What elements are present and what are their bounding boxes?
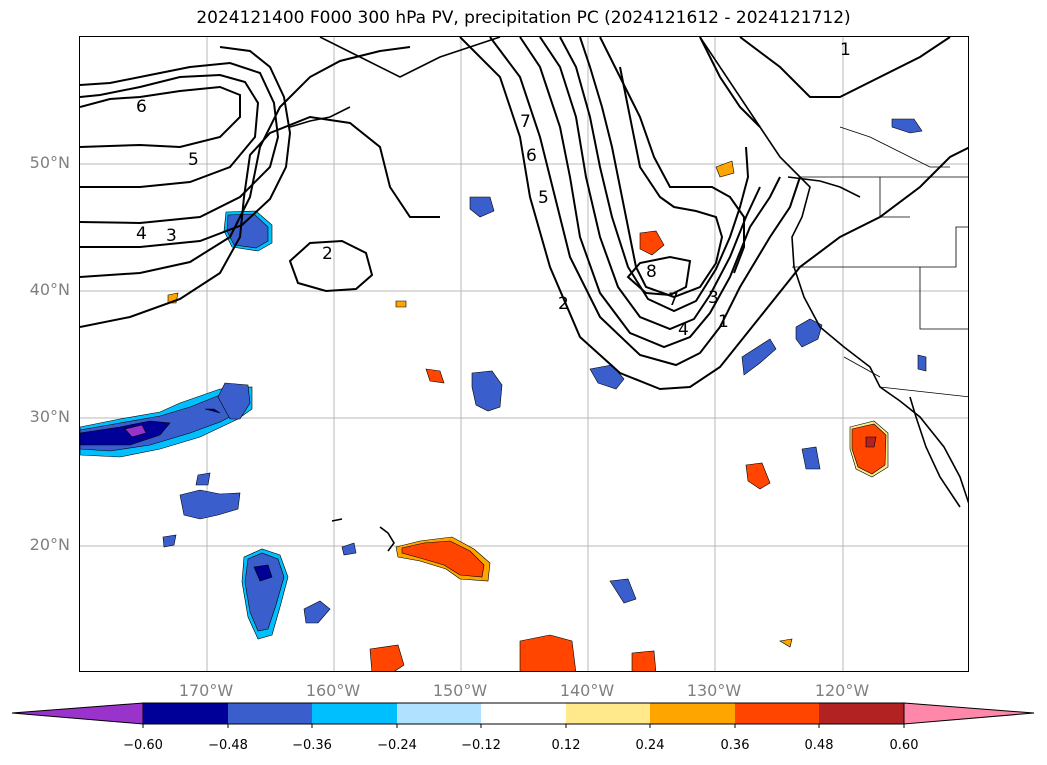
colorbar-ticks	[142, 724, 905, 728]
colorbar-swatch	[566, 703, 650, 724]
gridlines	[80, 37, 968, 671]
lon-label-120w: 120°W	[814, 681, 870, 700]
lon-label-150w: 150°W	[432, 681, 488, 700]
colorbar-swatch	[650, 703, 735, 724]
contour-label: 3	[166, 226, 177, 246]
colorbar-tick-label: 0.12	[551, 738, 581, 753]
colorbar-swatch	[481, 703, 566, 724]
colorbar	[11, 702, 1035, 728]
map-canvas: 6 5 4 3 2 7 6 5 2 8 7 3 4 1 1	[80, 37, 968, 671]
contour-label: 4	[678, 320, 689, 340]
colorbar-swatch	[397, 703, 481, 724]
contour-label: 8	[646, 262, 657, 282]
colorbar-swatch	[312, 703, 397, 724]
colorbar-tick-label: −0.60	[123, 738, 163, 753]
lat-label-30: 30°N	[29, 407, 70, 426]
lon-label-130w: 130°W	[686, 681, 742, 700]
colorbar-swatch	[228, 703, 312, 724]
contour-label: 5	[538, 188, 549, 208]
colorbar-outline	[142, 702, 905, 725]
colorbar-tick-label: 0.60	[889, 738, 919, 753]
contour-label: 1	[840, 40, 851, 60]
colorbar-tick-label: 0.24	[635, 738, 665, 753]
colorbar-extend-low	[11, 702, 144, 725]
colorbar-tick-label: −0.48	[208, 738, 248, 753]
lat-label-40: 40°N	[29, 280, 70, 299]
pv-contours	[80, 37, 968, 391]
contour-label: 6	[526, 146, 537, 166]
colorbar-extend-high	[903, 702, 1035, 725]
colorbar-swatch	[819, 703, 904, 724]
contour-label: 4	[136, 224, 147, 244]
lon-label-160w: 160°W	[305, 681, 361, 700]
political-borders	[792, 126, 968, 398]
lon-label-140w: 140°W	[559, 681, 615, 700]
contour-label: 2	[558, 294, 569, 314]
map-title: 2024121400 F000 300 hPa PV, precipitatio…	[196, 8, 851, 28]
map-panel: 6 5 4 3 2 7 6 5 2 8 7 3 4 1 1	[79, 36, 969, 672]
contour-label: 2	[322, 244, 333, 264]
colorbar-tick-label: 0.36	[720, 738, 750, 753]
lat-label-20: 20°N	[29, 535, 70, 554]
contour-labels: 6 5 4 3 2 7 6 5 2 8 7 3 4 1 1	[136, 40, 851, 340]
colorbar-tick-label: 0.48	[804, 738, 834, 753]
contour-label: 7	[520, 112, 531, 132]
colorbar-swatch	[735, 703, 819, 724]
positive-precip-anomaly-areas	[167, 160, 889, 671]
contour-label: 3	[708, 288, 719, 308]
contour-label: 6	[136, 97, 147, 117]
colorbar-tick-label: −0.24	[377, 738, 417, 753]
coastlines	[289, 37, 968, 552]
colorbar-swatch	[143, 703, 228, 724]
contour-label: 5	[188, 150, 199, 170]
lat-label-50: 50°N	[29, 153, 70, 172]
colorbar-tick-label: −0.12	[461, 738, 501, 753]
contour-label: 7	[668, 290, 679, 310]
colorbar-tick-label: −0.36	[292, 738, 332, 753]
lon-label-170w: 170°W	[178, 681, 234, 700]
contour-label: 1	[718, 312, 729, 332]
